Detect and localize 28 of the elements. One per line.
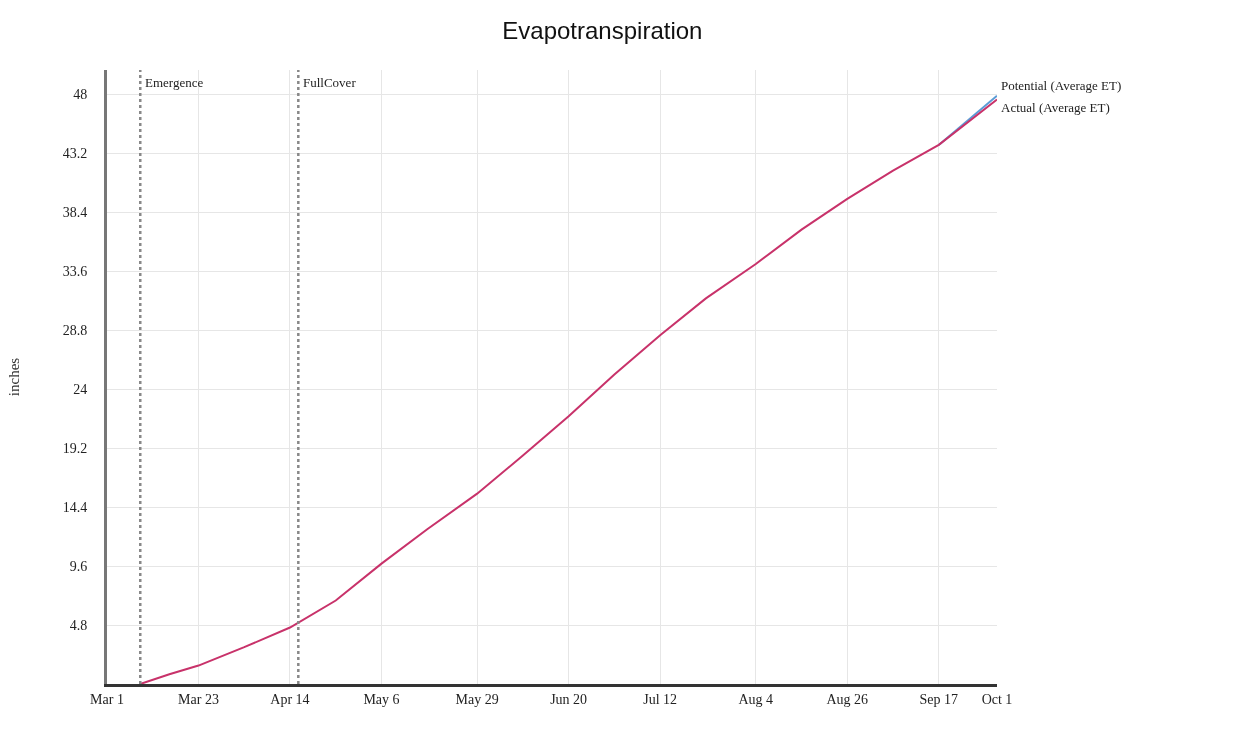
y-tick-label: 14.4 xyxy=(62,500,88,516)
ref-line-label: FullCover xyxy=(303,75,357,90)
x-tick-label: Jul 12 xyxy=(643,691,678,707)
y-tick-label: 38.4 xyxy=(62,205,88,221)
series-label: Actual (Average ET) xyxy=(1001,100,1110,115)
y-tick-label: 19.2 xyxy=(62,441,88,457)
y-axis-title: inches xyxy=(5,357,22,397)
x-tick-label: Apr 14 xyxy=(270,691,310,707)
y-tick-label: 48 xyxy=(73,87,88,103)
x-tick-label: Oct 1 xyxy=(981,691,1013,707)
line-series xyxy=(139,98,997,684)
y-tick-label: 24 xyxy=(73,382,88,398)
x-tick-label: May 6 xyxy=(363,691,400,707)
y-tick-label: 4.8 xyxy=(69,617,88,633)
x-tick-label: Jun 20 xyxy=(550,691,588,707)
y-tick-label: 43.2 xyxy=(62,146,88,162)
x-tick-label: Mar 1 xyxy=(90,691,124,707)
x-tick-label: Aug 26 xyxy=(826,691,869,707)
x-tick-label: May 29 xyxy=(455,691,499,707)
chart-title: Evapotranspiration xyxy=(502,17,703,45)
x-tick-label: Mar 23 xyxy=(178,691,219,707)
x-tick-label: Aug 4 xyxy=(738,691,774,707)
x-tick-label: Sep 17 xyxy=(919,691,959,707)
ref-line-label: Emergence xyxy=(145,75,204,90)
series-label: Potential (Average ET) xyxy=(1001,78,1122,93)
y-tick-label: 33.6 xyxy=(62,264,88,280)
y-tick-label: 9.6 xyxy=(69,559,88,575)
y-tick-label: 28.8 xyxy=(62,323,88,339)
